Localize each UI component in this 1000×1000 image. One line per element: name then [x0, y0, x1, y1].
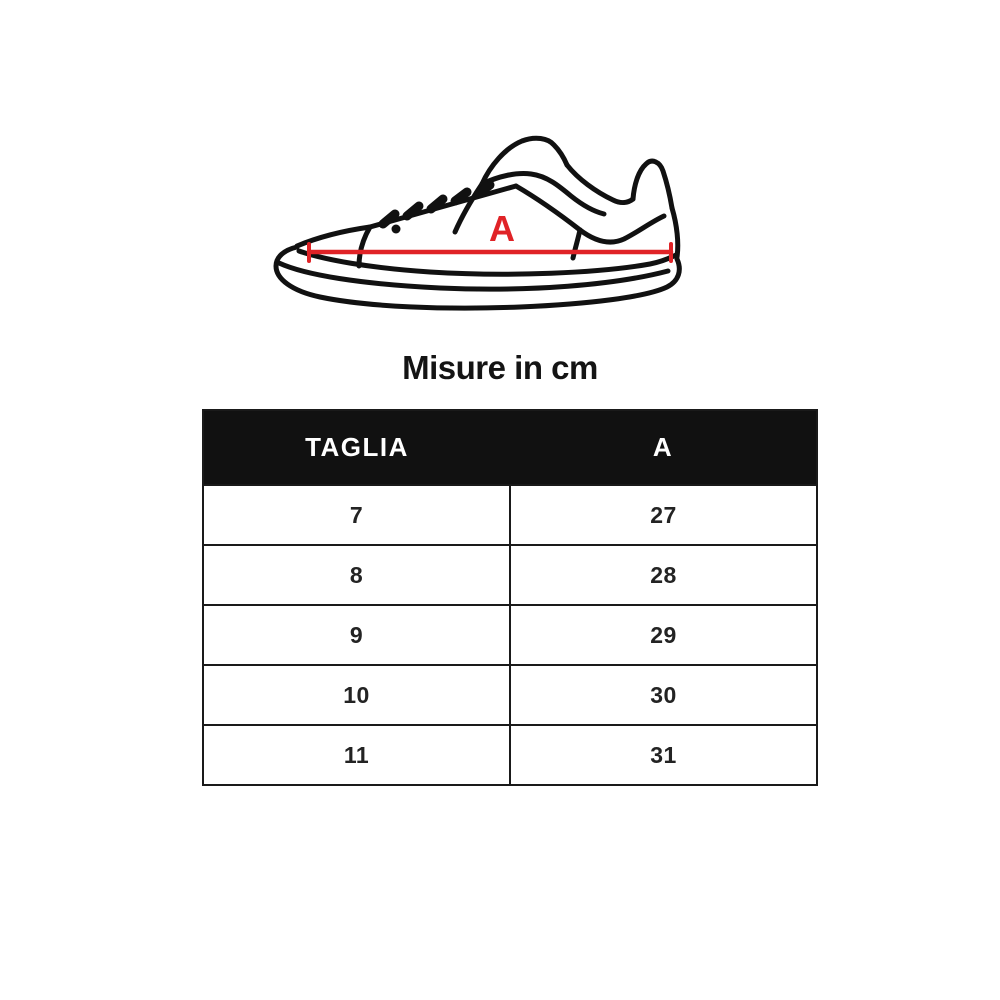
table-row: 8 28 — [204, 544, 816, 604]
page-title: Misure in cm — [402, 349, 598, 386]
measure-cell: 31 — [650, 741, 677, 768]
size-table-header-row: TAGLIA A — [204, 411, 816, 484]
lace-end-dot — [391, 224, 401, 234]
size-cell: 11 — [204, 726, 511, 784]
size-cell: 10 — [204, 666, 511, 724]
table-row: 11 31 — [204, 724, 816, 784]
lace-knots — [378, 180, 495, 229]
sneaker-outline — [273, 135, 682, 311]
table-row: 10 30 — [204, 664, 816, 724]
table-row: 7 27 — [204, 484, 816, 544]
header-cell-taglia: TAGLIA — [305, 432, 409, 462]
measure-cell: 30 — [650, 681, 677, 708]
table-row: 9 29 — [204, 604, 816, 664]
measure-line-a — [306, 242, 674, 263]
measure-cell: 29 — [650, 621, 677, 648]
size-cell: 8 — [204, 546, 511, 604]
size-table: TAGLIA A 7 27 8 28 9 29 10 30 11 31 — [202, 409, 818, 786]
measure-label-a: A — [489, 208, 515, 249]
size-cell: 7 — [204, 486, 511, 544]
measure-cell: 27 — [650, 501, 677, 528]
measure-cell: 28 — [650, 561, 677, 588]
header-cell-a: A — [652, 432, 674, 462]
size-cell: 9 — [204, 606, 511, 664]
